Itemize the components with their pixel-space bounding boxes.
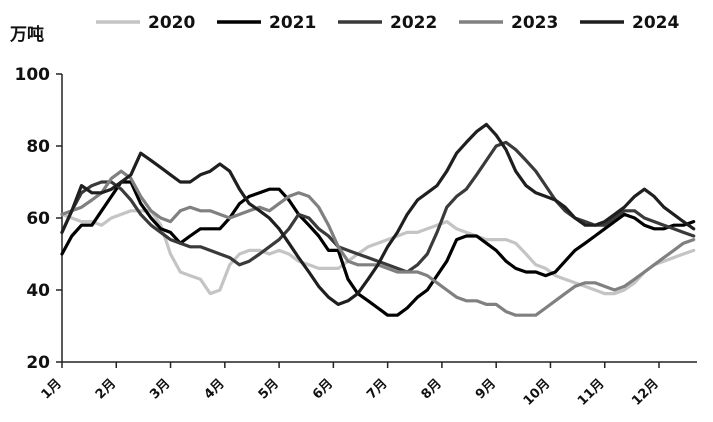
series-line-2020 [60, 209, 696, 296]
x-tick-label: 10月 [521, 376, 554, 409]
x-tick-label: 8月 [419, 376, 445, 402]
x-tick-label: 2月 [93, 376, 119, 402]
y-tick-label: 40 [26, 281, 50, 301]
series-layer [60, 122, 696, 317]
series-line-2024 [60, 122, 696, 306]
x-tick-label: 12月 [629, 376, 662, 409]
x-tick-label: 4月 [201, 376, 227, 402]
x-tick-label: 9月 [473, 376, 499, 402]
x-tick-label: 5月 [256, 376, 282, 402]
y-unit-label: 万吨 [9, 24, 44, 45]
legend-label-2024: 2024 [632, 13, 679, 33]
y-tick-label: 100 [15, 65, 51, 85]
legend-label-2022: 2022 [390, 13, 437, 33]
y-tick-label: 60 [26, 209, 50, 229]
legend-label-2023: 2023 [511, 13, 558, 33]
x-tick-label: 1月 [39, 376, 65, 402]
legend: 2020 2021 2022 2023 2024 [96, 13, 679, 33]
legend-label-2021: 2021 [269, 13, 316, 33]
x-tick-label: 7月 [364, 376, 390, 402]
x-tick-label: 6月 [310, 376, 336, 402]
series-line-2022 [60, 140, 696, 274]
legend-label-2020: 2020 [148, 13, 195, 33]
x-tick-label: 3月 [147, 376, 173, 402]
series-line-2021 [60, 180, 696, 317]
y-tick-label: 80 [26, 137, 50, 157]
x-tick-label: 11月 [575, 376, 608, 409]
y-tick-label: 20 [26, 353, 50, 373]
